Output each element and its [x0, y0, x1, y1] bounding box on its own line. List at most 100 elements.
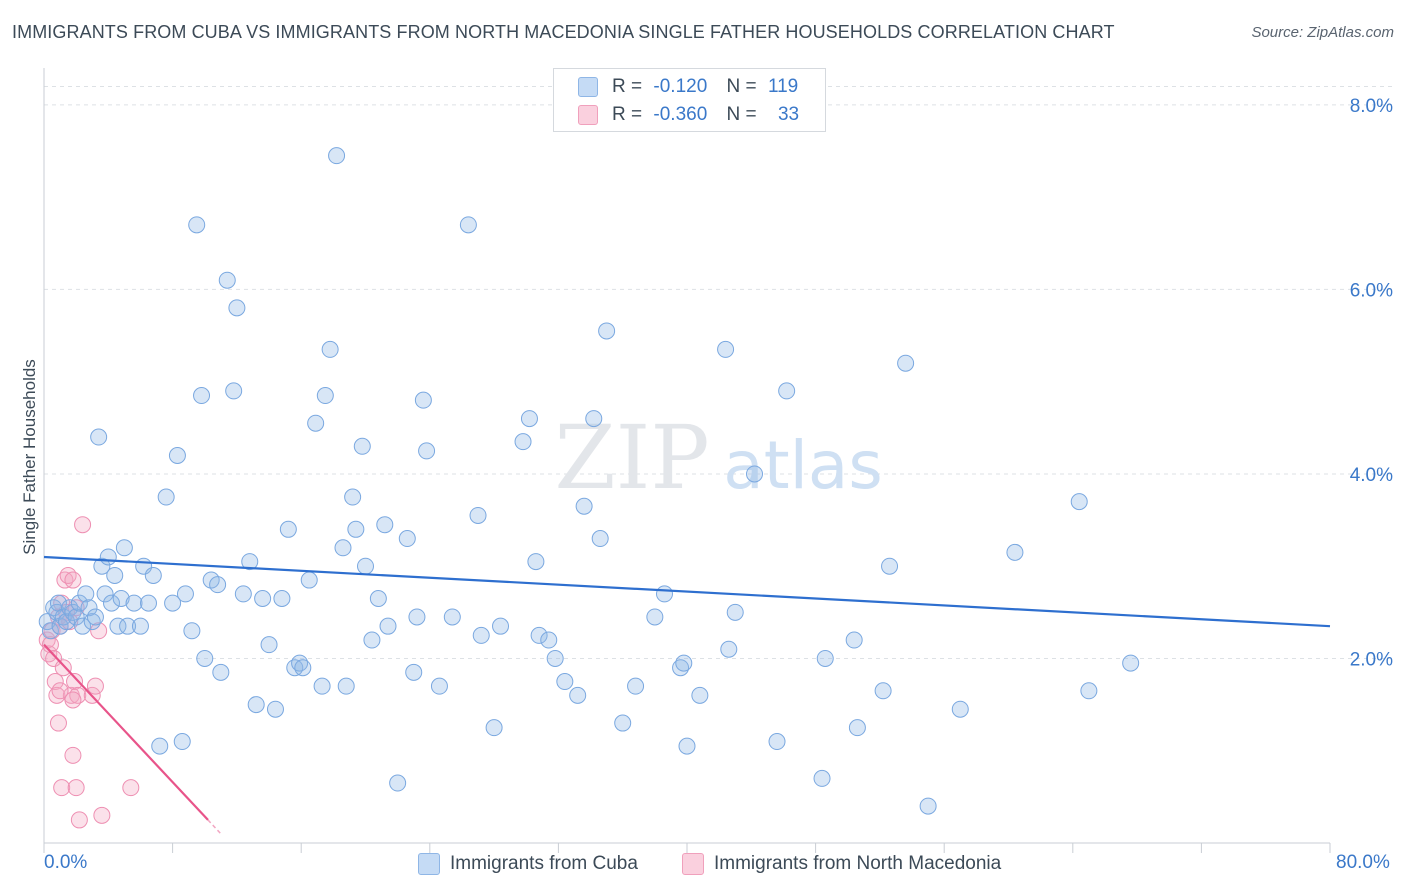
cuba-point — [103, 594, 121, 612]
cuba-point — [125, 594, 143, 612]
cuba-point — [337, 677, 355, 695]
cuba-point — [951, 700, 969, 718]
cuba-point — [279, 520, 297, 538]
cuba-point — [151, 737, 169, 755]
cuba-point — [334, 539, 352, 557]
y-tick-label: 4.0% — [1350, 465, 1393, 486]
cuba-point — [746, 465, 764, 483]
cuba-point — [520, 410, 538, 428]
cuba-point — [778, 382, 796, 400]
cuba-point — [813, 769, 831, 787]
chart-title: IMMIGRANTS FROM CUBA VS IMMIGRANTS FROM … — [12, 22, 1115, 42]
cuba-point — [816, 649, 834, 667]
legend-row-macedonia: R = -0.360 N = 33 — [554, 102, 825, 128]
macedonia-point — [54, 659, 72, 677]
cuba-point — [131, 617, 149, 635]
macedonia-point — [64, 746, 82, 764]
macedonia-point — [64, 691, 82, 709]
cuba-point — [717, 340, 735, 358]
legend-cuba-n-value: 119 — [767, 76, 799, 97]
cuba-point — [585, 410, 603, 428]
cuba-point — [919, 797, 937, 815]
cuba-point — [389, 774, 407, 792]
cuba-point — [54, 608, 72, 626]
cuba-point — [196, 649, 214, 667]
cuba-point — [260, 636, 278, 654]
watermark: ZIP atlas — [554, 406, 882, 509]
trend-line-cuba — [43, 555, 1331, 628]
cuba-point — [344, 488, 362, 506]
macedonia-point — [46, 673, 64, 691]
cuba-point — [58, 613, 76, 631]
y-axis-title: Single Father Households — [20, 359, 39, 555]
macedonia-point — [70, 811, 88, 829]
cuba-point — [212, 663, 230, 681]
cuba-point — [443, 608, 461, 626]
cuba-point — [294, 659, 312, 677]
cuba-point — [67, 608, 85, 626]
cuba-point — [328, 147, 346, 165]
cuba-point — [1080, 682, 1098, 700]
y-tick-labels: 2.0% 4.0% 6.0% 8.0% — [1350, 96, 1393, 671]
cuba-point — [193, 387, 211, 405]
macedonia-point — [67, 779, 85, 797]
cuba-point — [655, 585, 673, 603]
cuba-point — [234, 585, 252, 603]
cuba-point — [646, 608, 664, 626]
cuba-point — [70, 594, 88, 612]
watermark-atlas: atlas — [723, 427, 883, 504]
cuba-point — [408, 608, 426, 626]
cuba-point — [569, 686, 587, 704]
cuba-point — [398, 530, 416, 548]
cuba-point — [41, 622, 59, 640]
cuba-point — [96, 585, 114, 603]
bottom-legend-macedonia-label: Immigrants from North Macedonia — [714, 853, 1002, 874]
cuba-point — [353, 437, 371, 455]
macedonia-point — [51, 682, 69, 700]
series-macedonia-points — [38, 516, 140, 829]
cuba-point — [77, 585, 95, 603]
cuba-point — [459, 216, 477, 234]
series-cuba-points — [38, 147, 1140, 815]
trend-line-macedonia — [43, 643, 209, 821]
cuba-point — [369, 590, 387, 608]
cuba-point — [321, 340, 339, 358]
cuba-point — [176, 585, 194, 603]
legend-macedonia-r-label: R = — [612, 104, 643, 125]
cuba-point — [1006, 543, 1024, 561]
cuba-point — [273, 590, 291, 608]
legend-cuba-r-value: -0.120 — [653, 76, 708, 97]
cuba-point — [614, 714, 632, 732]
cuba-point — [300, 571, 318, 589]
x-min-label: 0.0% — [44, 852, 88, 873]
cuba-point — [64, 603, 82, 621]
cuba-point — [74, 617, 92, 635]
cuba-point — [90, 428, 108, 446]
cuba-point — [469, 506, 487, 524]
cuba-point — [106, 566, 124, 584]
bottom-legend-cuba-label: Immigrants from Cuba — [450, 853, 638, 874]
cuba-point — [357, 557, 374, 575]
macedonia-point — [74, 516, 92, 534]
cuba-point — [241, 553, 259, 571]
macedonia-point — [66, 673, 84, 691]
cuba-point — [254, 590, 272, 608]
cuba-point — [1122, 654, 1140, 672]
macedonia-point — [86, 677, 104, 695]
cuba-point — [1070, 493, 1088, 511]
cuba-point — [266, 700, 284, 718]
legend-cuba-n-label: N = — [726, 76, 757, 97]
cuba-point — [405, 663, 423, 681]
cuba-point — [575, 497, 593, 515]
cuba-point — [247, 696, 265, 714]
cuba-point — [157, 488, 175, 506]
cuba-point — [209, 576, 227, 594]
cuba-point — [376, 516, 394, 534]
cuba-point — [691, 686, 709, 704]
cuba-point — [591, 530, 609, 548]
cuba-point — [316, 387, 334, 405]
cuba-point — [86, 608, 104, 626]
cuba-point — [164, 594, 182, 612]
cuba-point — [363, 631, 381, 649]
